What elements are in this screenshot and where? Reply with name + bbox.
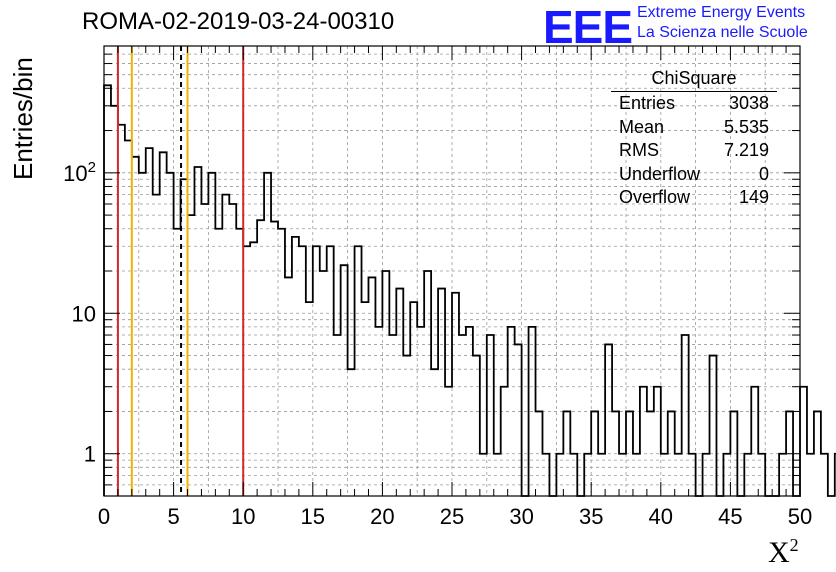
x-tick-label: 25 bbox=[440, 504, 464, 529]
stats-row-entries: Entries 3038 bbox=[611, 92, 777, 116]
marker-lines bbox=[116, 46, 245, 496]
x-tick-label: 45 bbox=[718, 504, 742, 529]
stats-row-underflow: Underflow 0 bbox=[611, 163, 777, 187]
histogram-outline bbox=[103, 84, 836, 497]
axes: 0 5 10 15 20 25 30 35 40 45 50 1 10 102 bbox=[63, 45, 812, 529]
histogram-bars bbox=[103, 84, 836, 497]
x-tick-label: 30 bbox=[509, 504, 533, 529]
x-tick-label: 10 bbox=[231, 504, 255, 529]
y-axis-label: Entries/bin bbox=[8, 57, 38, 180]
x-axis-label: X2 bbox=[768, 535, 799, 570]
y-tick-label: 10 bbox=[72, 301, 96, 326]
x-tick-label: 50 bbox=[788, 504, 812, 529]
stats-box: ChiSquare Entries 3038 Mean 5.535 RMS 7.219… bbox=[611, 66, 777, 210]
x-tick-label: 0 bbox=[98, 504, 110, 529]
stats-label: Overflow bbox=[619, 187, 691, 207]
stats-value: 149 bbox=[738, 187, 769, 207]
logo-line-2: La Scienza nelle Scuole bbox=[637, 24, 808, 41]
x-tick-label: 20 bbox=[370, 504, 394, 529]
stats-value: 7.219 bbox=[723, 140, 769, 160]
x-tick-label: 5 bbox=[167, 504, 179, 529]
x-axis-label-base: X bbox=[768, 536, 790, 569]
eee-logo: EEE bbox=[543, 1, 633, 53]
stats-value: 0 bbox=[758, 163, 769, 184]
x-axis-label-superscript: 2 bbox=[789, 535, 799, 555]
stats-row-rms: RMS 7.219 bbox=[611, 139, 777, 163]
stats-title: ChiSquare bbox=[611, 66, 777, 92]
stats-label: RMS bbox=[619, 140, 659, 160]
x-tick-label: 35 bbox=[579, 504, 603, 529]
x-tick-label: 15 bbox=[301, 504, 325, 529]
stats-value: 5.535 bbox=[723, 116, 769, 137]
x-tick-label: 40 bbox=[649, 504, 673, 529]
stats-row-mean: Mean 5.535 bbox=[611, 116, 777, 140]
chart-title: ROMA-02-2019-03-24-00310 bbox=[82, 8, 395, 35]
stats-label: Entries bbox=[619, 93, 676, 113]
logo-line-1: Extreme Energy Events bbox=[637, 4, 806, 21]
y-tick-label: 102 bbox=[63, 159, 96, 186]
y-tick-label: 1 bbox=[84, 442, 96, 467]
logo-caption: Extreme Energy Events La Scienza nelle S… bbox=[637, 3, 808, 43]
stats-row-overflow: Overflow 149 bbox=[611, 186, 777, 210]
stats-label: Underflow bbox=[619, 163, 701, 184]
stats-value: 3038 bbox=[728, 93, 769, 113]
stats-label: Mean bbox=[619, 116, 665, 137]
